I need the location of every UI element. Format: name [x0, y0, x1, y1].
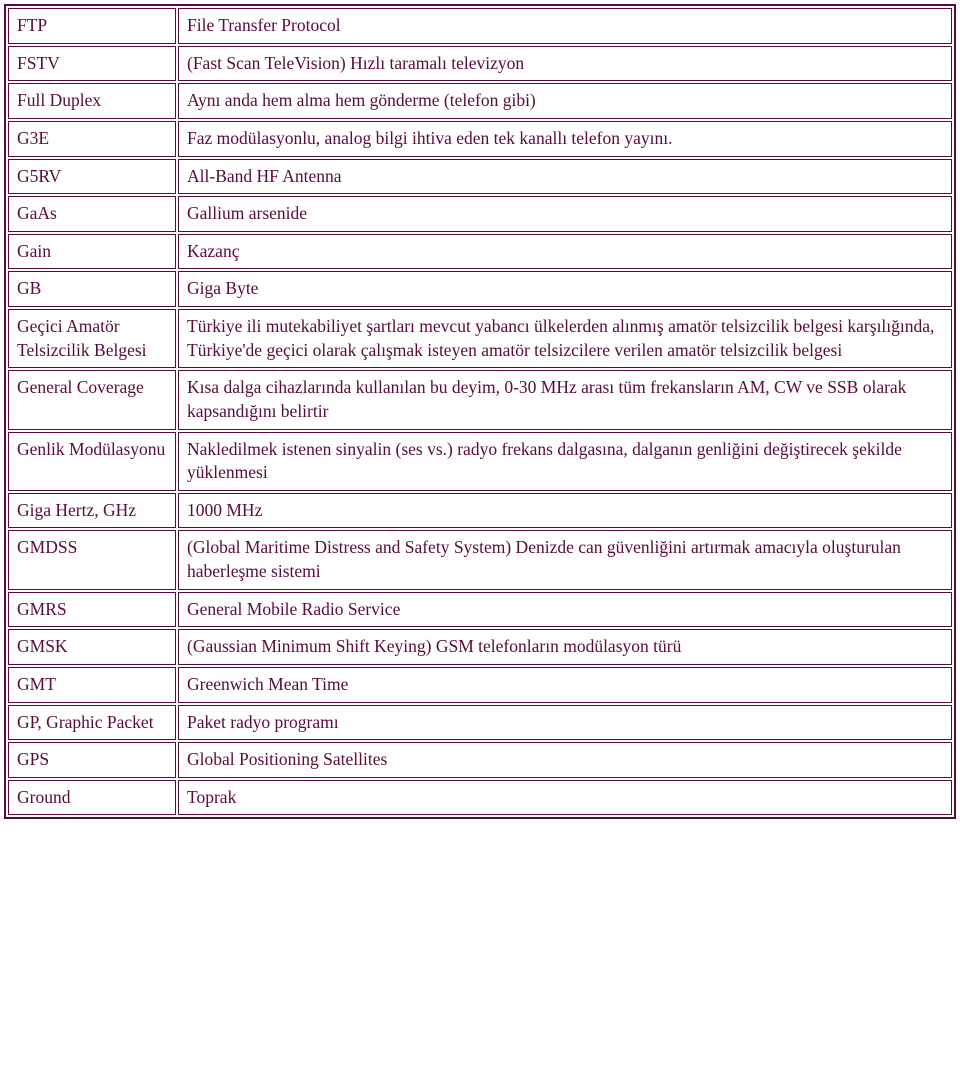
table-row: GroundToprak: [8, 780, 952, 816]
term-cell: GMDSS: [8, 530, 176, 589]
table-row: GMDSS(Global Maritime Distress and Safet…: [8, 530, 952, 589]
definition-cell: (Global Maritime Distress and Safety Sys…: [178, 530, 952, 589]
term-cell: GP, Graphic Packet: [8, 705, 176, 741]
table-row: GMTGreenwich Mean Time: [8, 667, 952, 703]
table-row: GMSK(Gaussian Minimum Shift Keying) GSM …: [8, 629, 952, 665]
definition-cell: Kısa dalga cihazlarında kullanılan bu de…: [178, 370, 952, 429]
table-row: G3EFaz modülasyonlu, analog bilgi ihtiva…: [8, 121, 952, 157]
definition-cell: (Fast Scan TeleVision) Hızlı taramalı te…: [178, 46, 952, 82]
term-cell: GMRS: [8, 592, 176, 628]
table-row: FSTV(Fast Scan TeleVision) Hızlı taramal…: [8, 46, 952, 82]
definition-cell: 1000 MHz: [178, 493, 952, 529]
term-cell: Giga Hertz, GHz: [8, 493, 176, 529]
definition-cell: Greenwich Mean Time: [178, 667, 952, 703]
definition-cell: Giga Byte: [178, 271, 952, 307]
term-cell: Gain: [8, 234, 176, 270]
glossary-tbody: FTPFile Transfer ProtocolFSTV(Fast Scan …: [8, 8, 952, 815]
term-cell: G3E: [8, 121, 176, 157]
term-cell: Full Duplex: [8, 83, 176, 119]
definition-cell: Nakledilmek istenen sinyalin (ses vs.) r…: [178, 432, 952, 491]
term-cell: FTP: [8, 8, 176, 44]
definition-cell: All-Band HF Antenna: [178, 159, 952, 195]
term-cell: GMT: [8, 667, 176, 703]
term-cell: G5RV: [8, 159, 176, 195]
definition-cell: Türkiye ili mutekabiliyet şartları mevcu…: [178, 309, 952, 368]
definition-cell: Toprak: [178, 780, 952, 816]
term-cell: General Coverage: [8, 370, 176, 429]
definition-cell: Gallium arsenide: [178, 196, 952, 232]
definition-cell: Aynı anda hem alma hem gönderme (telefon…: [178, 83, 952, 119]
term-cell: GB: [8, 271, 176, 307]
table-row: GainKazanç: [8, 234, 952, 270]
table-row: Giga Hertz, GHz1000 MHz: [8, 493, 952, 529]
definition-cell: Faz modülasyonlu, analog bilgi ihtiva ed…: [178, 121, 952, 157]
table-row: General CoverageKısa dalga cihazlarında …: [8, 370, 952, 429]
term-cell: Genlik Modülasyonu: [8, 432, 176, 491]
term-cell: GaAs: [8, 196, 176, 232]
table-row: FTPFile Transfer Protocol: [8, 8, 952, 44]
term-cell: Geçici Amatör Telsizcilik Belgesi: [8, 309, 176, 368]
table-row: GaAsGallium arsenide: [8, 196, 952, 232]
table-row: GMRSGeneral Mobile Radio Service: [8, 592, 952, 628]
definition-cell: (Gaussian Minimum Shift Keying) GSM tele…: [178, 629, 952, 665]
definition-cell: File Transfer Protocol: [178, 8, 952, 44]
definition-cell: Kazanç: [178, 234, 952, 270]
term-cell: GMSK: [8, 629, 176, 665]
table-row: Genlik ModülasyonuNakledilmek istenen si…: [8, 432, 952, 491]
table-row: Full DuplexAynı anda hem alma hem gönder…: [8, 83, 952, 119]
table-row: GPSGlobal Positioning Satellites: [8, 742, 952, 778]
definition-cell: Global Positioning Satellites: [178, 742, 952, 778]
glossary-table: FTPFile Transfer ProtocolFSTV(Fast Scan …: [4, 4, 956, 819]
definition-cell: Paket radyo programı: [178, 705, 952, 741]
definition-cell: General Mobile Radio Service: [178, 592, 952, 628]
table-row: GP, Graphic PacketPaket radyo programı: [8, 705, 952, 741]
term-cell: FSTV: [8, 46, 176, 82]
table-row: G5RVAll-Band HF Antenna: [8, 159, 952, 195]
term-cell: GPS: [8, 742, 176, 778]
table-row: Geçici Amatör Telsizcilik BelgesiTürkiye…: [8, 309, 952, 368]
table-row: GBGiga Byte: [8, 271, 952, 307]
term-cell: Ground: [8, 780, 176, 816]
